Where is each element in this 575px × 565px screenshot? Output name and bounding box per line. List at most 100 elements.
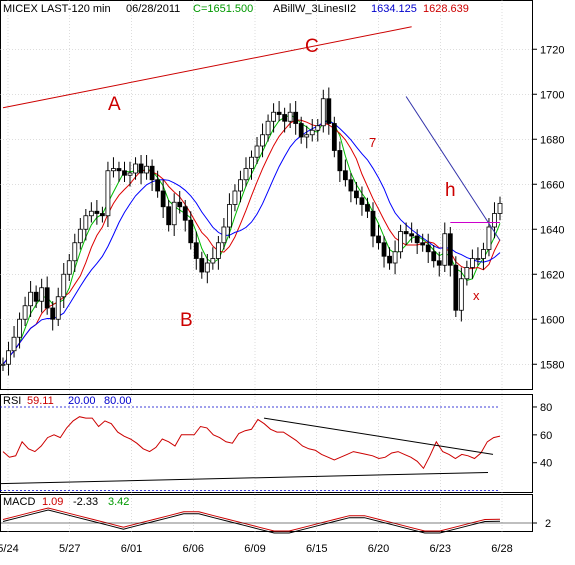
axis-layer: 1580 1600 1620 1640 1660 1680 1700 1720 5/24 5/27… [0, 44, 564, 555]
candle-body [55, 296, 61, 320]
price-tick-label: 1680 [540, 134, 564, 146]
candle-body [436, 260, 442, 266]
candle-body [370, 210, 376, 237]
price-tick-label: 1660 [540, 179, 564, 191]
candle-body [497, 202, 503, 214]
candle-body [320, 98, 326, 127]
candle-body [171, 201, 177, 226]
rsi-value: 59.11 [27, 395, 54, 407]
header-indicator: ABillW_3LinesII2 [273, 3, 356, 15]
header-close: C=1651.500 [193, 3, 253, 15]
candle-body [138, 163, 144, 174]
macd-v1: 1.09 [42, 496, 63, 508]
candle-body [475, 258, 481, 260]
candle-body [309, 129, 315, 136]
macd-layer [0, 507, 532, 534]
candle-body [199, 258, 205, 273]
candle-body [17, 318, 22, 338]
candle-body [177, 201, 183, 208]
annotation-C: C [305, 36, 319, 57]
candle-body [492, 213, 497, 228]
candle-body [210, 258, 216, 264]
price-tick-label: 1580 [540, 359, 564, 371]
candle-body [66, 260, 72, 275]
trendline-blue [405, 96, 501, 241]
candle-body [249, 156, 254, 169]
candle-body [469, 258, 475, 268]
trendline-red [2, 26, 412, 109]
macd-v3: 3.42 [108, 496, 129, 508]
header-symbol: MICEX LAST-120 min [3, 3, 111, 15]
candle-body [160, 190, 166, 208]
macd-tick-label: 2 [545, 518, 551, 530]
candle-body [486, 226, 492, 250]
annotation-x: x [473, 288, 480, 303]
candle-body [342, 170, 348, 181]
candle-body [232, 190, 238, 205]
x-tick-label: 6/01 [121, 543, 142, 555]
candle-body [398, 231, 404, 253]
candle-body [276, 111, 282, 115]
candle-body [243, 168, 249, 181]
rsi-tick-label: 40 [540, 458, 552, 470]
candle-body [28, 291, 34, 307]
candle-body [127, 172, 133, 176]
annotation-h: h [445, 180, 456, 201]
candle-body [298, 123, 304, 138]
candle-body [105, 170, 111, 217]
annotation-B: B [180, 310, 193, 331]
annotation-seven: 7 [369, 135, 376, 150]
candle-body [348, 179, 354, 192]
candle-body [144, 165, 149, 174]
candle-body [77, 228, 83, 244]
price-tick-label: 1620 [540, 269, 564, 281]
trendlines [2, 26, 501, 241]
candle-body [293, 111, 299, 124]
macd-v2: -2.33 [73, 496, 98, 508]
rsi-panel-frame [0, 394, 533, 493]
rsi-low: 20.00 [68, 395, 96, 407]
candle-body [265, 120, 271, 136]
macd-label: MACD [3, 496, 35, 508]
candle-body [260, 134, 265, 147]
candle-body [409, 233, 415, 237]
x-tick-label: 6/09 [244, 543, 265, 555]
price-tick-label: 1700 [540, 89, 564, 101]
candle-body [94, 210, 100, 214]
candle-body [111, 168, 116, 172]
price-tick-label: 1720 [540, 44, 564, 56]
candle-body [149, 165, 155, 181]
candle-body [22, 305, 28, 320]
candle-body [315, 125, 321, 131]
price-panel-frame [0, 0, 533, 390]
x-tick-label: 6/20 [368, 543, 389, 555]
candle-body [182, 206, 188, 221]
rsi-layer [0, 406, 501, 492]
rsi-trendline-lower [0, 471, 489, 485]
candle-body [271, 111, 276, 122]
candle-body [442, 233, 448, 266]
candle-body [282, 114, 288, 122]
candle-body [447, 233, 453, 266]
macd-signal-line [2, 509, 501, 534]
candle-body [72, 242, 78, 262]
candle-body [122, 170, 127, 176]
header-date: 06/28/2011 [126, 3, 180, 15]
candle-body [414, 235, 420, 244]
candle-body [50, 307, 56, 320]
candle-body [331, 123, 337, 151]
candle-body [425, 244, 431, 253]
candle-body [326, 98, 332, 124]
x-tick-label: 5/27 [59, 543, 80, 555]
candle-body [33, 291, 39, 302]
candle-body [116, 168, 122, 172]
candle-body [464, 267, 470, 280]
candle-body [193, 242, 199, 259]
candle-body [431, 251, 437, 262]
header-ind-val1: 1634.125 [371, 3, 417, 15]
price-tick-label: 1600 [540, 314, 564, 326]
candle-body [166, 206, 172, 226]
candle-body [337, 150, 343, 172]
annotation-A: A [108, 94, 121, 115]
